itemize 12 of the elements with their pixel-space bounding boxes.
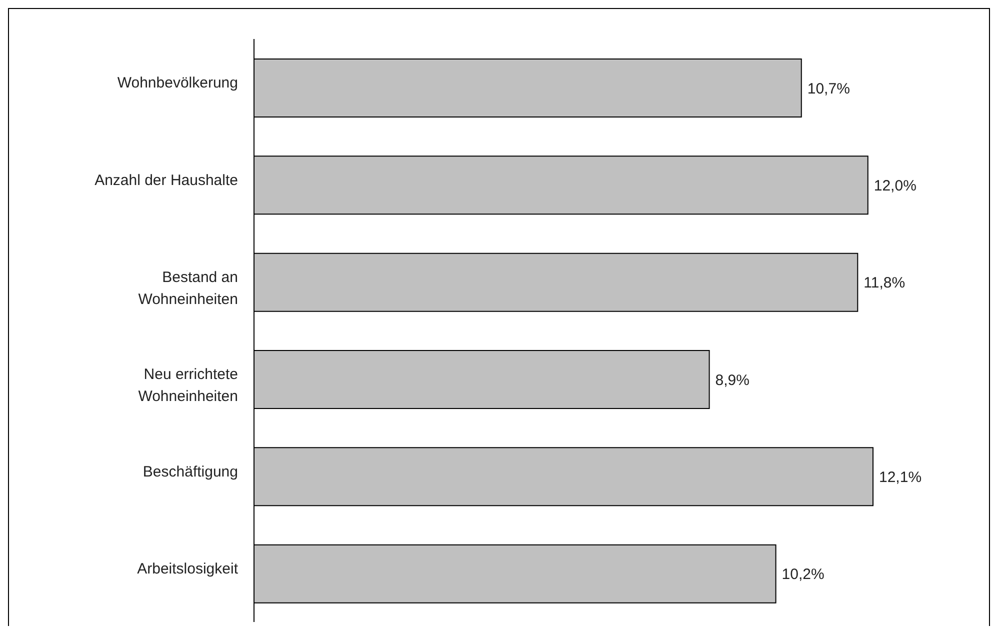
y-tick-label: Anzahl der Haushalte — [94, 172, 238, 189]
data-label: 12,1% — [879, 468, 922, 486]
y-tick-label: Wohnbevölkerung — [117, 74, 238, 92]
y-tick-label: Neu errichtete Wohneinheiten — [138, 366, 238, 406]
y-tick-label: Arbeitslosigkeit — [137, 560, 239, 578]
data-label: 10,2% — [782, 566, 824, 584]
data-label: 11,8% — [864, 274, 906, 292]
y-tick-label: Beschäftigung — [142, 463, 238, 480]
data-label: 10,7% — [807, 80, 850, 98]
y-tick-label: Bestand an Wohneinheiten — [138, 268, 238, 308]
data-label: 8,9% — [715, 372, 750, 389]
data-label: 12,0% — [874, 177, 916, 194]
